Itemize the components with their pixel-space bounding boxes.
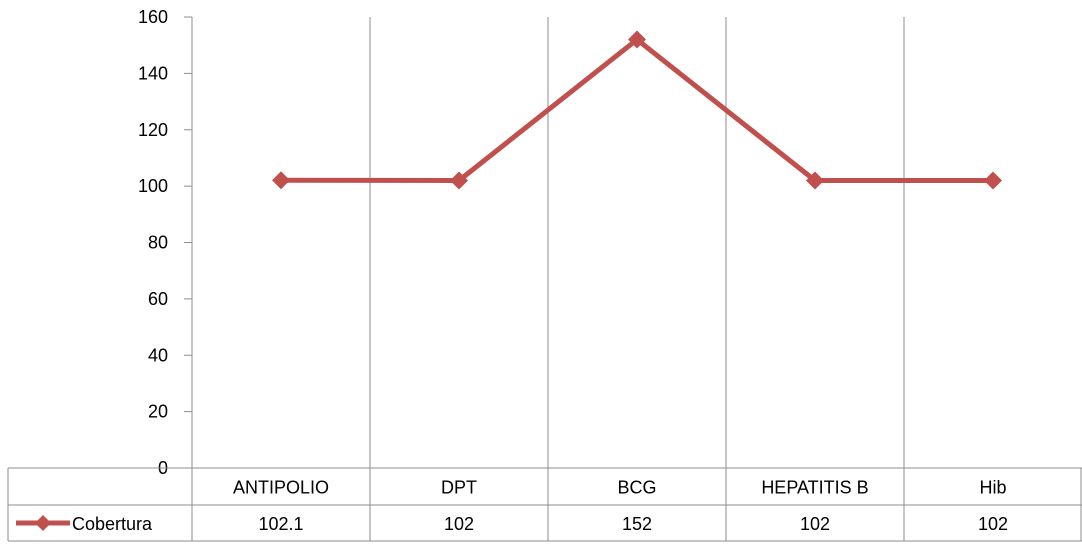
legend-series-name: Cobertura xyxy=(72,514,153,534)
series-line xyxy=(280,37,993,183)
data-point-marker xyxy=(984,171,1002,190)
y-tick-label: 120 xyxy=(138,120,168,140)
data-value-label: 102 xyxy=(444,514,474,534)
y-tick-label: 40 xyxy=(148,345,168,365)
y-tick-label: 60 xyxy=(148,289,168,309)
series-layer xyxy=(272,30,1002,190)
data-value-label: 102.1 xyxy=(258,514,303,534)
data-point-marker xyxy=(806,171,824,190)
data-point-marker xyxy=(628,30,646,49)
data-point-marker xyxy=(450,171,468,190)
y-tick-label: 140 xyxy=(138,63,168,83)
category-label: DPT xyxy=(441,478,477,498)
y-tick-label: 160 xyxy=(138,7,168,27)
data-point-marker xyxy=(272,171,290,190)
data-value-label: 152 xyxy=(622,514,652,534)
category-label: BCG xyxy=(617,478,656,498)
data-value-label: 102 xyxy=(800,514,830,534)
category-label: HEPATITIS B xyxy=(761,478,868,498)
y-tick-label: 20 xyxy=(148,402,168,422)
data-table: ANTIPOLIO DPT BCG HEPATITIS B Hib Cobertura 10… xyxy=(7,467,1082,542)
category-label: Hib xyxy=(979,478,1006,498)
vertical-gridlines xyxy=(369,17,905,468)
data-value-label: 102 xyxy=(978,514,1008,534)
category-label: ANTIPOLIO xyxy=(233,478,329,498)
y-tick-label: 100 xyxy=(138,176,168,196)
legend-marker xyxy=(35,515,51,531)
y-tick-label: 80 xyxy=(148,233,168,253)
